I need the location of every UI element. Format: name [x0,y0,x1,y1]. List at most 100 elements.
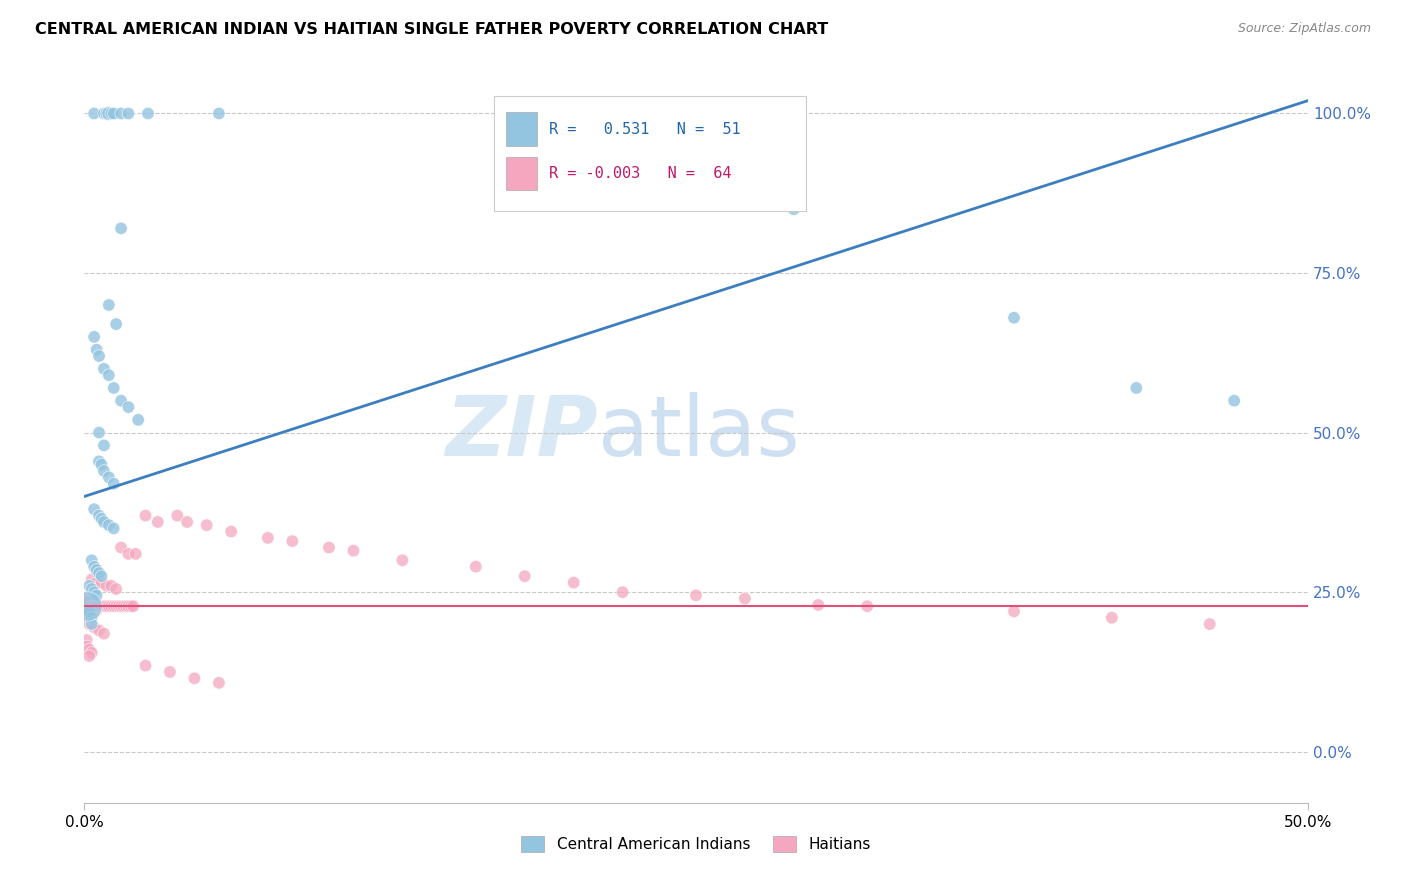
Point [342,543,364,558]
Point [80,573,103,587]
Point [86,343,108,357]
Point [117,400,139,414]
Bar [506,112,537,145]
Point [856,599,879,614]
Point [76,640,98,654]
Point [80,617,103,632]
Point [100,106,122,120]
Point [146,515,169,529]
Point [80,611,103,625]
Point [83,106,105,120]
Point [80,582,103,596]
Point [122,599,145,614]
Point [87,566,110,580]
Point [83,502,105,516]
Text: R = -0.003   N =  64: R = -0.003 N = 64 [550,166,731,181]
Point [107,599,129,614]
Point [86,588,108,602]
Point [76,599,98,614]
Point [1101,611,1123,625]
Point [86,599,108,614]
Point [80,553,103,567]
Point [86,563,108,577]
Point [208,106,231,120]
Point [87,454,110,468]
Point [183,671,205,685]
Point [90,599,112,614]
Point [83,559,105,574]
Point [96,106,118,120]
Point [97,518,120,533]
Bar [506,157,537,190]
Point [80,646,103,660]
Point [93,515,115,529]
Point [1198,617,1220,632]
Point [513,569,536,583]
Point [110,221,132,235]
Point [90,575,112,590]
Point [208,675,231,690]
Text: CENTRAL AMERICAN INDIAN VS HAITIAN SINGLE FATHER POVERTY CORRELATION CHART: CENTRAL AMERICAN INDIAN VS HAITIAN SINGL… [35,22,828,37]
Point [117,547,139,561]
Point [87,349,110,363]
Point [105,317,128,331]
Point [110,106,132,120]
Text: atlas: atlas [598,392,800,473]
Point [100,599,122,614]
Point [96,579,118,593]
Text: R =   0.531   N =  51: R = 0.531 N = 51 [550,121,741,136]
Point [87,425,110,440]
Point [77,642,100,657]
Point [783,202,806,217]
Point [77,604,100,618]
Point [136,106,159,120]
Point [807,598,830,612]
Point [80,599,103,614]
Point [110,393,132,408]
Point [93,599,115,614]
Point [87,508,110,523]
Point [176,515,198,529]
Point [391,553,413,567]
Point [77,617,100,632]
Point [318,541,340,555]
Point [97,599,120,614]
Point [83,585,105,599]
Point [110,541,132,555]
Point [1223,393,1246,408]
Point [86,575,108,590]
Point [1002,604,1025,618]
Point [120,599,142,614]
Point [97,298,120,312]
Point [103,476,125,491]
Point [685,588,707,602]
Point [110,599,132,614]
Point [93,361,115,376]
Point [103,106,125,120]
Point [219,524,242,539]
Point [1125,381,1147,395]
Point [90,458,112,472]
Point [77,648,100,663]
Point [195,518,218,533]
Point [93,626,115,640]
Point [117,599,139,614]
Point [103,381,125,395]
Point [100,579,122,593]
Point [90,512,112,526]
Point [257,531,280,545]
Point [76,599,98,614]
Point [166,508,188,523]
Point [76,633,98,648]
Point [96,599,118,614]
Point [135,658,157,673]
Point [90,569,112,583]
Point [87,599,110,614]
Point [734,591,756,606]
Point [127,413,149,427]
Point [93,438,115,452]
Point [103,599,125,614]
Point [97,470,120,484]
Point [77,579,100,593]
Point [83,599,105,614]
